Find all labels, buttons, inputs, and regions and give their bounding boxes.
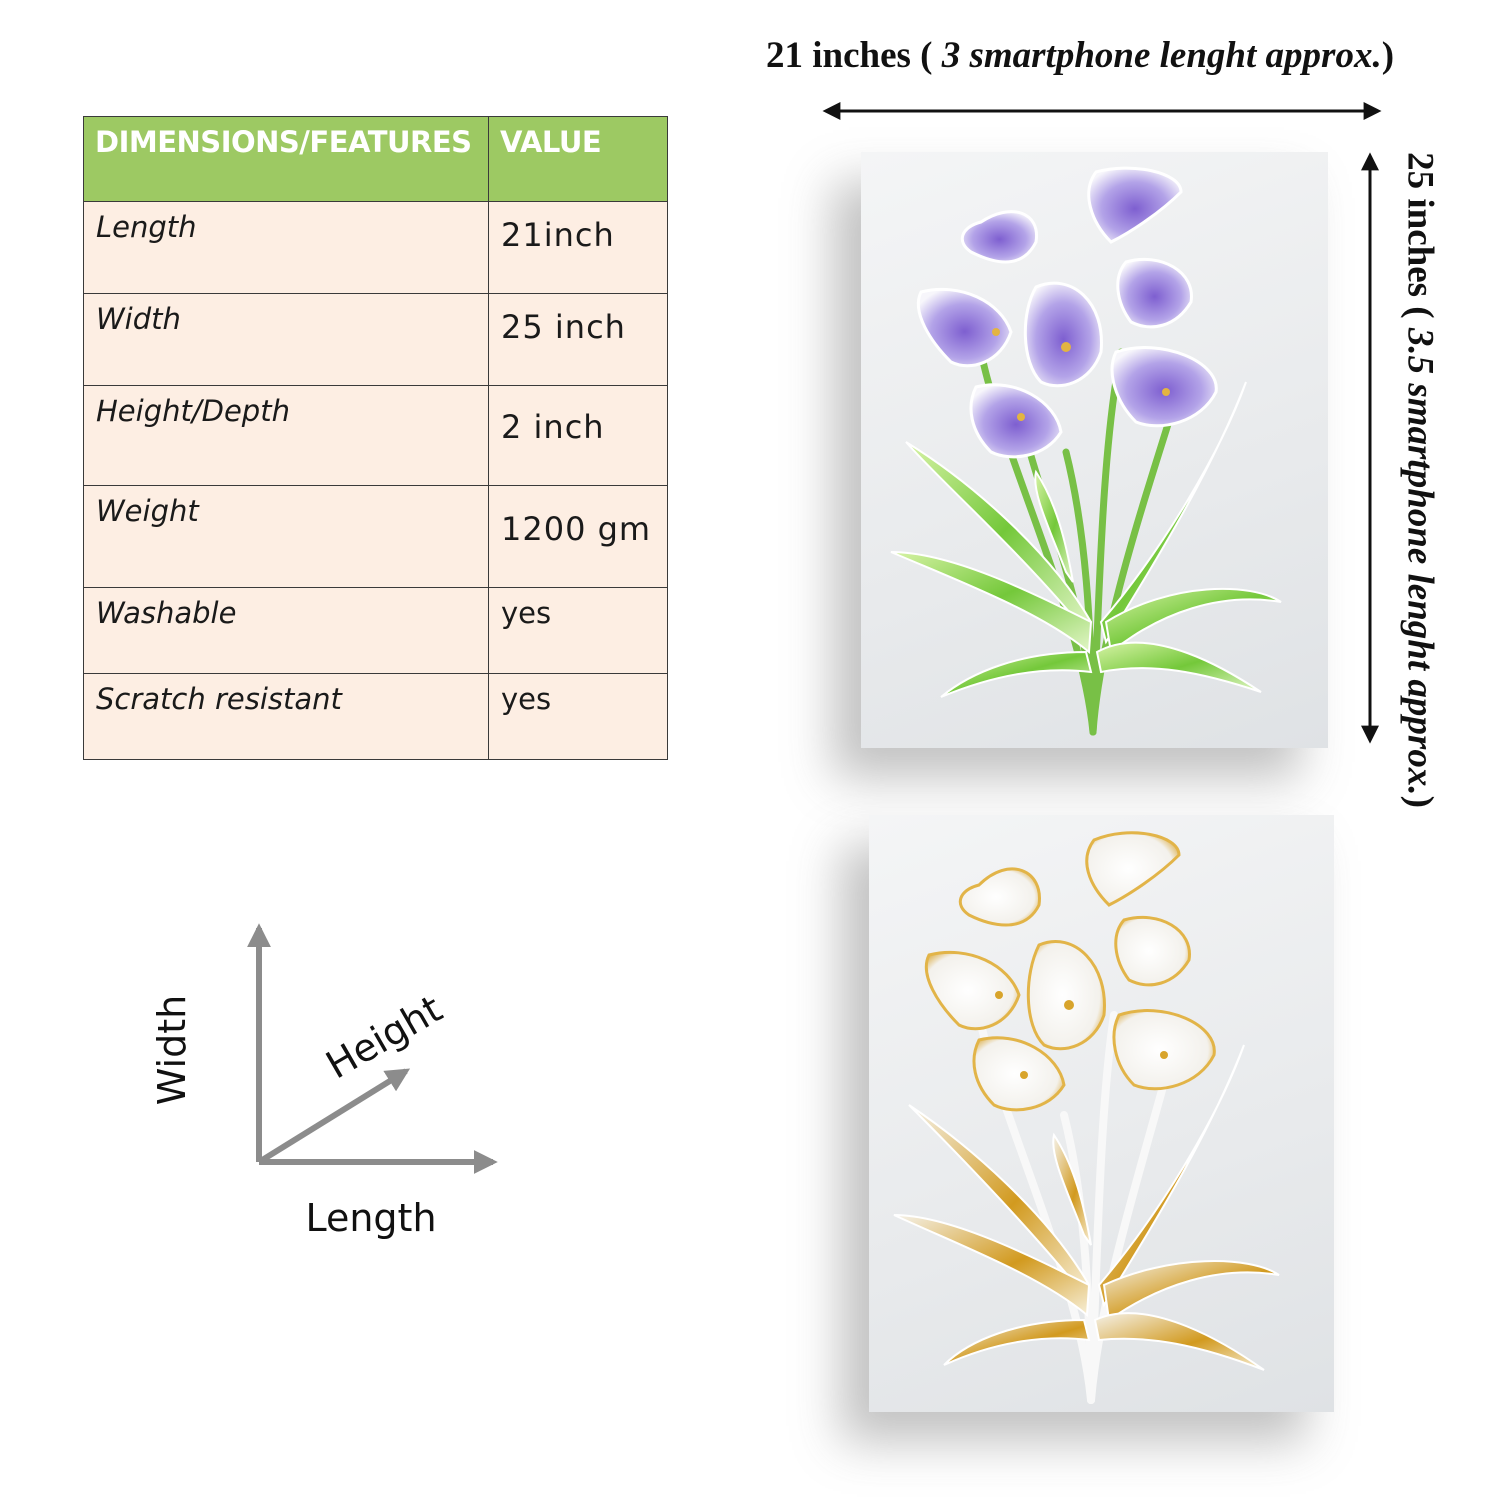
axis-diagram [247, 923, 498, 1174]
width-axis-label: Width [150, 994, 194, 1106]
header-value: VALUE [488, 116, 668, 202]
top-dimension-italic: 3 smartphone lenght approx. [932, 35, 1382, 76]
top-dimension-label: 21 inches ( 3 smartphone lenght approx.) [700, 34, 1460, 77]
top-dimension-main: 21 inches ( [765, 35, 933, 76]
table-row: Height/Depth 2 inch [83, 385, 668, 486]
value-cell: yes [488, 673, 668, 760]
top-dimension-end: ) [1381, 35, 1395, 76]
feature-cell: Height/Depth [83, 385, 489, 486]
value-cell: 1200 gm [488, 485, 668, 588]
value-cell: 25 inch [488, 293, 668, 386]
value-cell: 2 inch [488, 385, 668, 486]
purple-lily-panel [861, 152, 1328, 748]
gold-lily-artwork [893, 831, 1280, 1404]
header-feature: DIMENSIONS/FEATURES [83, 116, 489, 202]
feature-cell: Scratch resistant [83, 673, 489, 760]
feature-cell: Width [83, 293, 489, 386]
table-row: Washable yes [83, 587, 668, 674]
value-cell: 21inch [488, 201, 668, 294]
feature-cell: Washable [83, 587, 489, 674]
spec-table: DIMENSIONS/FEATURES VALUE Length 21inch … [83, 116, 668, 760]
gold-lily-panel [869, 815, 1334, 1412]
length-axis-label: Length [305, 1196, 437, 1240]
purple-lily-artwork [890, 166, 1282, 736]
table-row: Scratch resistant yes [83, 673, 668, 760]
value-cell: yes [488, 587, 668, 674]
table-row: Width 25 inch [83, 293, 668, 386]
table-row: Weight 1200 gm [83, 485, 668, 588]
feature-cell: Weight [83, 485, 489, 588]
height-axis-arrow [257, 1068, 411, 1165]
table-header-row: DIMENSIONS/FEATURES VALUE [83, 116, 668, 202]
